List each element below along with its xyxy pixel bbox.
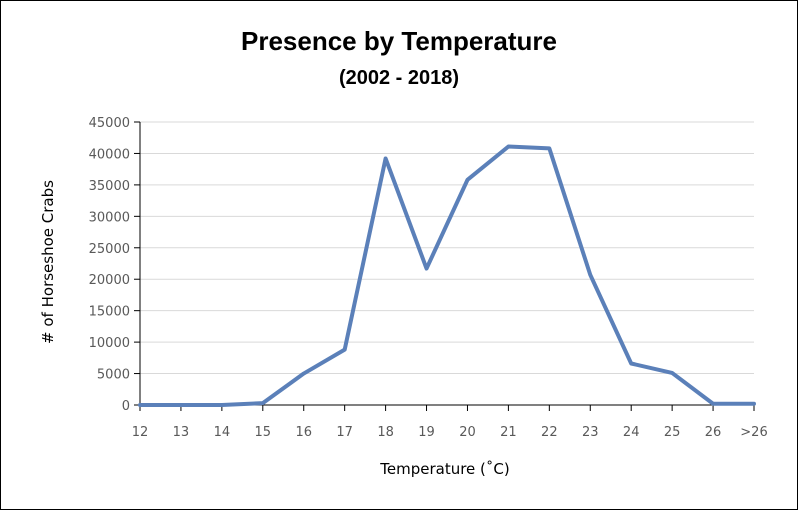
- x-tick-label: 12: [132, 425, 149, 440]
- data-point: [425, 267, 429, 271]
- data-point: [547, 146, 551, 150]
- x-tick-label: 21: [500, 425, 517, 440]
- axes: [134, 121, 755, 411]
- y-axis-label: # of Horseshoe Crabs: [39, 180, 57, 344]
- y-tick-label: 30000: [89, 210, 130, 225]
- x-tick-label: 15: [255, 425, 272, 440]
- chart-subtitle: (2002 - 2018): [339, 67, 459, 89]
- data-point: [629, 361, 633, 365]
- x-axis-ticks: 12 13 14 15 16 17 18 19 20 21 22 23 24 25 26 >26: [132, 425, 768, 440]
- y-tick-label: 45000: [89, 116, 130, 131]
- data-point: [711, 402, 715, 406]
- y-tick-label: 15000: [89, 305, 130, 320]
- y-axis-ticks: 0 5000 10000 15000 20000 25000 30000 35000 40000…: [89, 116, 130, 414]
- y-tick-label: 35000: [89, 179, 130, 194]
- series-line: [138, 144, 756, 407]
- y-tick-label: 40000: [89, 147, 130, 162]
- y-tick-label: 20000: [89, 273, 130, 288]
- x-tick-label: 23: [582, 425, 599, 440]
- x-tick-label: 26: [705, 425, 722, 440]
- x-tick-label: 25: [664, 425, 681, 440]
- x-tick-label: 13: [173, 425, 190, 440]
- data-point: [302, 372, 306, 376]
- x-tick-label: 17: [336, 425, 353, 440]
- data-point: [670, 371, 674, 375]
- x-tick-label: 22: [541, 425, 558, 440]
- data-point: [179, 403, 183, 407]
- data-point: [220, 403, 224, 407]
- x-tick-label: 14: [214, 425, 231, 440]
- x-tick-label: 16: [295, 425, 312, 440]
- y-tick-label: 25000: [89, 242, 130, 257]
- series-group: [138, 144, 756, 407]
- data-point: [752, 402, 756, 406]
- data-point: [465, 178, 469, 182]
- y-tick-label: 5000: [97, 368, 130, 383]
- chart-title: Presence by Temperature: [241, 26, 557, 56]
- gridlines: [140, 121, 754, 375]
- x-tick-label: 18: [377, 425, 394, 440]
- data-point: [588, 273, 592, 277]
- data-point: [343, 348, 347, 352]
- x-axis-label: Temperature (˚C): [379, 460, 509, 478]
- x-tick-label: 24: [623, 425, 640, 440]
- data-point: [261, 401, 265, 405]
- data-point: [138, 403, 142, 407]
- x-tick-label: >26: [740, 425, 767, 440]
- x-tick-label: 20: [459, 425, 476, 440]
- y-tick-label: 10000: [89, 336, 130, 351]
- data-point: [384, 156, 388, 160]
- data-point: [506, 145, 510, 149]
- x-tick-label: 19: [418, 425, 435, 440]
- y-tick-label: 0: [122, 399, 130, 414]
